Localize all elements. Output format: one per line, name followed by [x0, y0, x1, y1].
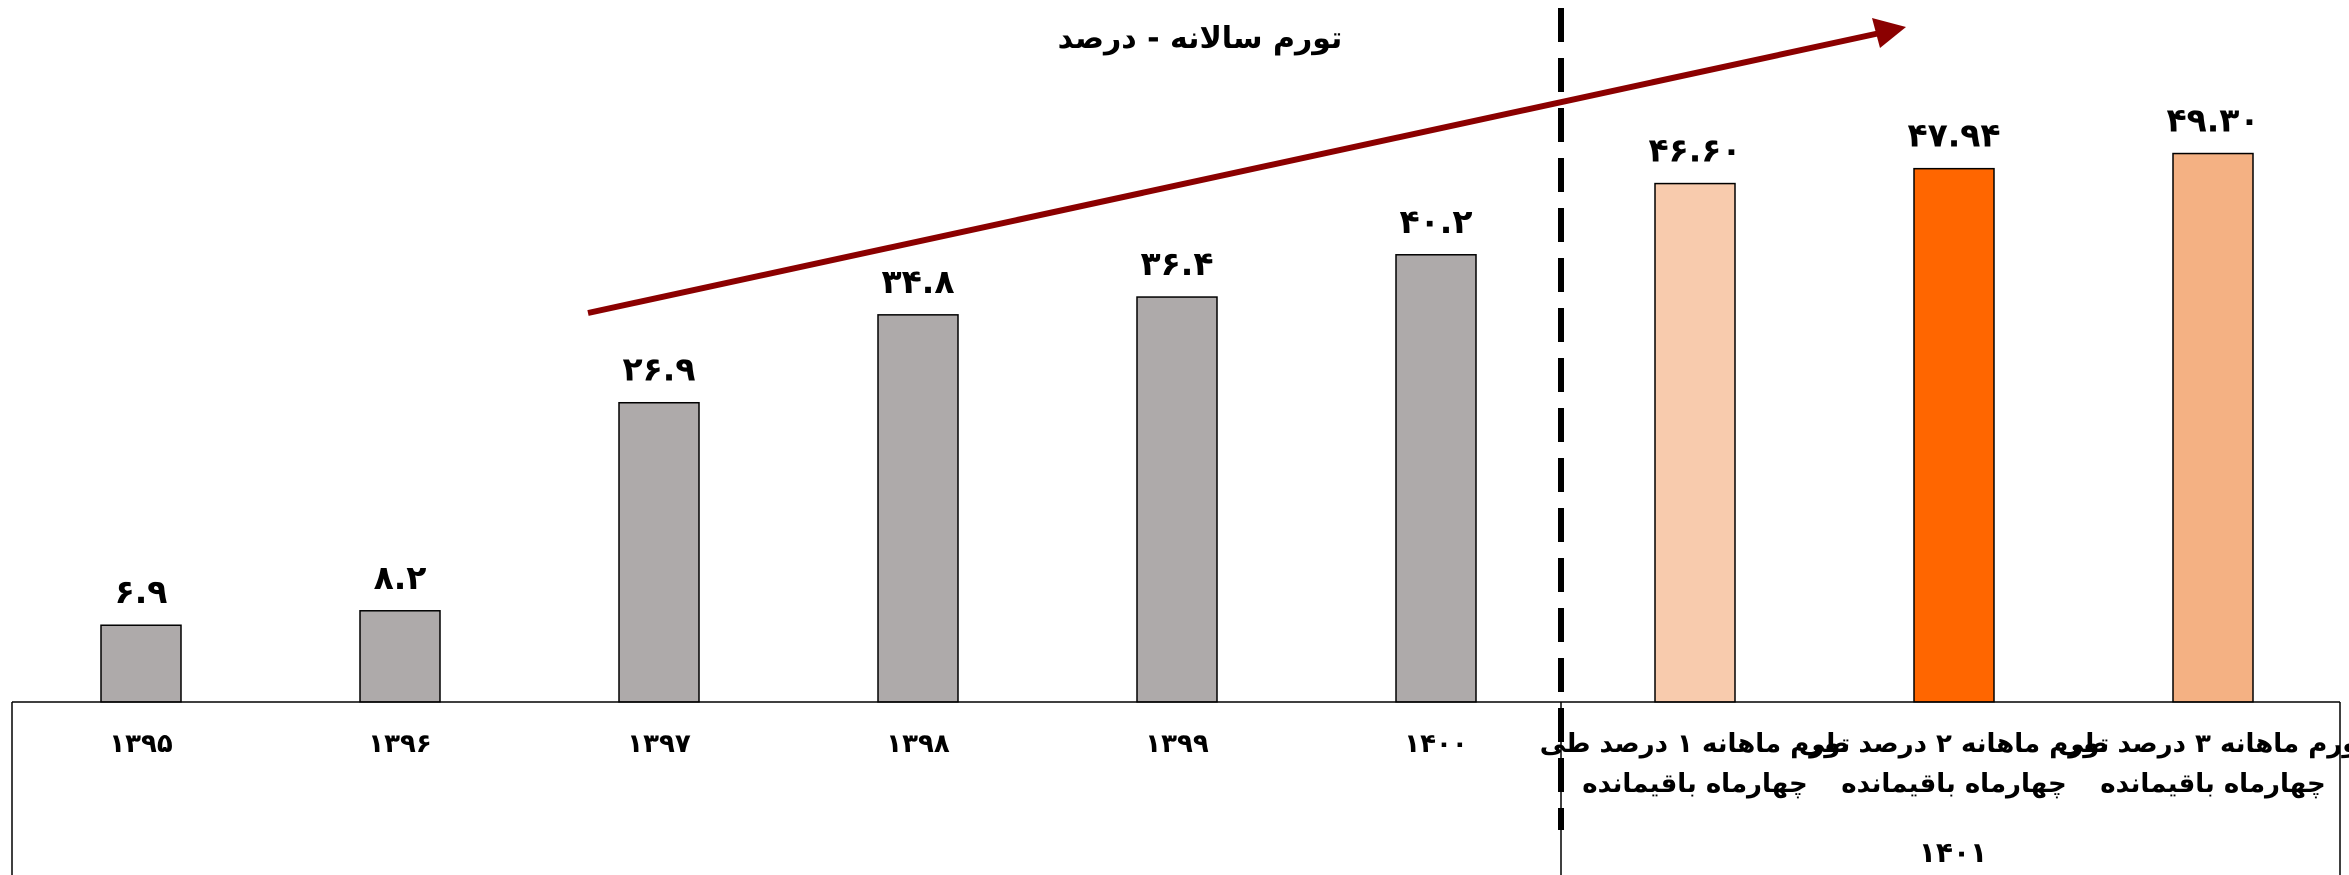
- category-label-5: ۱۴۰۰: [1404, 729, 1467, 759]
- value-label-7: ۴۷.۹۴: [1907, 116, 2000, 155]
- category-label-3: ۱۳۹۸: [886, 729, 950, 759]
- category-label-1: ۱۳۹۶: [368, 729, 431, 759]
- category-label-8-line-1: چهارماه باقیمانده: [2100, 769, 2325, 799]
- value-label-4: ۳۶.۴: [1141, 244, 1214, 283]
- category-label-6-line-1: چهارماه باقیمانده: [1582, 769, 1807, 799]
- chart-title: تورم سالانه - درصد: [1058, 21, 1343, 56]
- bar-4: [1136, 296, 1218, 703]
- value-label-8: ۴۹.۳۰: [2166, 101, 2259, 140]
- category-label-2: ۱۳۹۷: [627, 729, 691, 759]
- bar-6: [1654, 182, 1736, 703]
- trend-arrow-head: [1872, 18, 1906, 48]
- value-label-6: ۴۶.۶۰: [1648, 131, 1741, 170]
- trend-arrow-line: [587, 30, 1881, 316]
- value-labels-group: ۶.۹ ۸.۲ ۲۶.۹ ۳۴.۸ ۳۶.۴ ۴۰.۲ ۴۶.۶۰ ۴۷.۹۴ ۴۹.۳۰: [115, 101, 2260, 612]
- value-label-0: ۶.۹: [115, 572, 168, 611]
- category-label-6-line-0: تورم ماهانه ۱ درصد طی: [1540, 729, 1851, 759]
- value-label-2: ۲۶.۹: [623, 350, 696, 389]
- value-label-1: ۸.۲: [374, 558, 427, 597]
- bar-8: [2172, 152, 2254, 703]
- category-label-7-line-1: چهارماه باقیمانده: [1841, 769, 2066, 799]
- category-label-8-line-0: تورم ماهانه ۳ درصد طی: [2058, 729, 2349, 759]
- bar-3: [877, 314, 959, 703]
- value-label-3: ۳۴.۸: [882, 262, 955, 301]
- bar-0: [100, 624, 182, 703]
- bar-1: [359, 610, 441, 703]
- annotations-group: [587, 8, 1906, 830]
- category-label-0: ۱۳۹۵: [109, 729, 173, 759]
- category-label-4: ۱۳۹۹: [1145, 729, 1209, 759]
- bar-5: [1395, 254, 1477, 703]
- category-label-7-line-0: تورم ماهانه ۲ درصد طی: [1799, 729, 2110, 759]
- bar-2: [618, 401, 700, 703]
- bars-group: [100, 152, 2254, 703]
- bar-7: [1913, 167, 1995, 703]
- category-labels-group: ۱۳۹۵ ۱۳۹۶ ۱۳۹۷ ۱۳۹۸ ۱۳۹۹ ۱۴۰۰ تورم ماهانه ۱ در…: [109, 729, 2349, 799]
- value-label-5: ۴۰.۲: [1400, 202, 1473, 241]
- group-label-1401: ۱۴۰۱: [1919, 836, 1987, 869]
